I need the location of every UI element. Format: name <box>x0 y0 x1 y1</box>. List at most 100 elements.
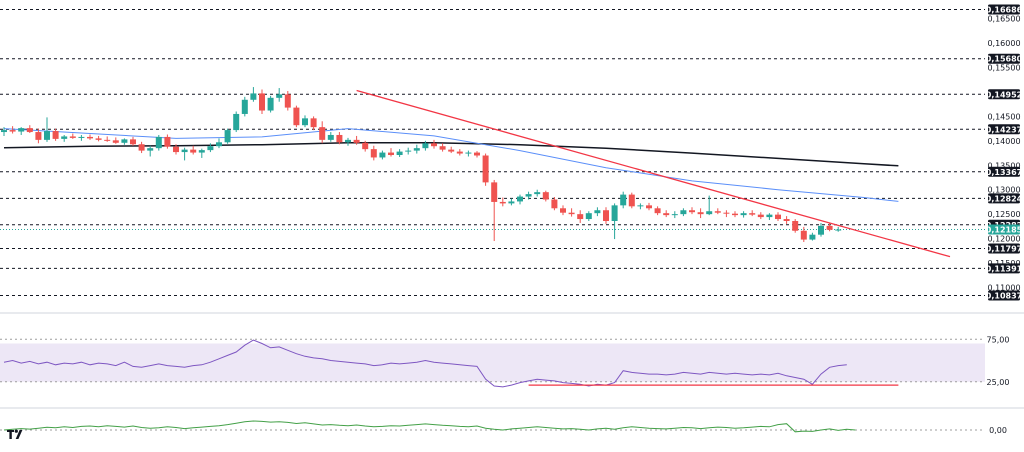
rsi-tick-label: 25,00 <box>987 378 1010 387</box>
last-price-label: 0,12185 <box>986 226 1023 235</box>
momentum-panel: 0,00 <box>0 420 1007 435</box>
candle-body <box>396 151 403 156</box>
candle-body <box>775 214 781 220</box>
candle-body <box>534 192 541 195</box>
panel-separators <box>0 312 1024 409</box>
candle-body <box>456 151 463 154</box>
price-tick-label: 0,12000 <box>987 235 1020 244</box>
candle-body <box>259 93 265 111</box>
candlesticks <box>1 87 842 243</box>
momentum-line <box>3 420 856 433</box>
candle-body <box>95 138 102 140</box>
candle-body <box>233 113 240 131</box>
rsi-panel: 75,00 25,00 <box>0 335 1010 388</box>
candle-body <box>560 208 566 213</box>
candle-body <box>465 152 472 154</box>
candle-body <box>654 208 661 214</box>
level-tag-label: 0,10837 <box>986 291 1022 300</box>
candle-body <box>121 139 128 143</box>
candle-body <box>568 212 575 215</box>
candle-body <box>482 155 489 183</box>
candle-body <box>422 143 429 149</box>
candle-body <box>706 211 713 215</box>
candle-body <box>732 213 738 216</box>
ema-slow-line <box>3 142 899 167</box>
candle-body <box>379 152 386 158</box>
candle-body <box>224 130 231 143</box>
candle-body <box>689 210 695 213</box>
candle-body <box>293 107 300 126</box>
candle-body <box>310 118 317 128</box>
candle-body <box>637 205 644 207</box>
candle-body <box>181 149 188 153</box>
candle-body <box>474 152 480 156</box>
candle-body <box>147 148 154 151</box>
candle-body <box>336 134 343 143</box>
candle-body <box>508 201 515 204</box>
candle-body <box>130 139 136 145</box>
candle-body <box>26 128 33 133</box>
candle-body <box>9 130 16 132</box>
candle-body <box>835 229 842 231</box>
candle-body <box>499 201 506 204</box>
candle-body <box>611 205 618 221</box>
candle-body <box>104 139 111 141</box>
candle-body <box>319 127 326 140</box>
candle-body <box>61 136 68 139</box>
candle-body <box>792 220 799 231</box>
price-tick-label: 0,12500 <box>987 210 1020 219</box>
level-tag-label: 0,11797 <box>986 245 1022 254</box>
candle-body <box>44 131 50 140</box>
candle-body <box>577 214 584 220</box>
candle-body <box>216 142 222 147</box>
candle-body <box>69 136 76 138</box>
price-tick-label: 0,16000 <box>987 39 1020 48</box>
candle-body <box>112 140 119 143</box>
level-tag-label: 0,14237 <box>986 125 1022 134</box>
candle-body <box>628 194 635 207</box>
candle-body <box>671 214 678 216</box>
candle-body <box>250 93 257 100</box>
candle-body <box>155 136 162 149</box>
price-tick-label: 0,11000 <box>987 283 1020 292</box>
level-tag-label: 0,13367 <box>986 168 1022 177</box>
trendline-path <box>356 89 951 258</box>
candle-body <box>18 128 25 132</box>
level-tag-label: 0,14952 <box>986 90 1022 99</box>
level-tag <box>988 243 1020 254</box>
candle-body <box>362 142 369 150</box>
candle-body <box>138 144 145 151</box>
level-tag <box>988 193 1020 204</box>
candle-body <box>594 210 601 214</box>
price-tick-label: 0,13000 <box>987 186 1020 195</box>
horizontal-levels <box>0 9 985 296</box>
candle-body <box>173 146 179 153</box>
level-tag-label: 0,11391 <box>986 264 1023 273</box>
candle-body <box>405 150 412 152</box>
candle-body <box>241 99 248 114</box>
ema-slow-path <box>3 142 899 167</box>
candle-body <box>663 213 670 216</box>
candle-body <box>680 210 687 215</box>
candle-body <box>697 212 704 215</box>
candle-body <box>198 150 205 153</box>
candle-body <box>78 136 85 138</box>
candle-body <box>302 118 308 126</box>
candle-body <box>757 214 764 218</box>
ema-fast-line <box>3 128 899 202</box>
level-tag <box>988 4 1020 15</box>
tradingview-logo-icon <box>7 429 23 439</box>
price-tick-label: 0,16500 <box>987 15 1020 24</box>
candle-body <box>551 199 558 209</box>
candle-body <box>723 212 730 214</box>
momentum-tick-label: 0,00 <box>989 426 1007 435</box>
last-price-tag <box>988 224 1020 235</box>
candle-body <box>190 149 197 153</box>
candle-body <box>740 213 747 216</box>
price-tick-label: 0,15500 <box>987 64 1020 73</box>
descending-trendline <box>356 89 951 258</box>
candle-body <box>87 136 93 139</box>
candle-body <box>35 132 42 140</box>
candle-body <box>809 234 816 240</box>
